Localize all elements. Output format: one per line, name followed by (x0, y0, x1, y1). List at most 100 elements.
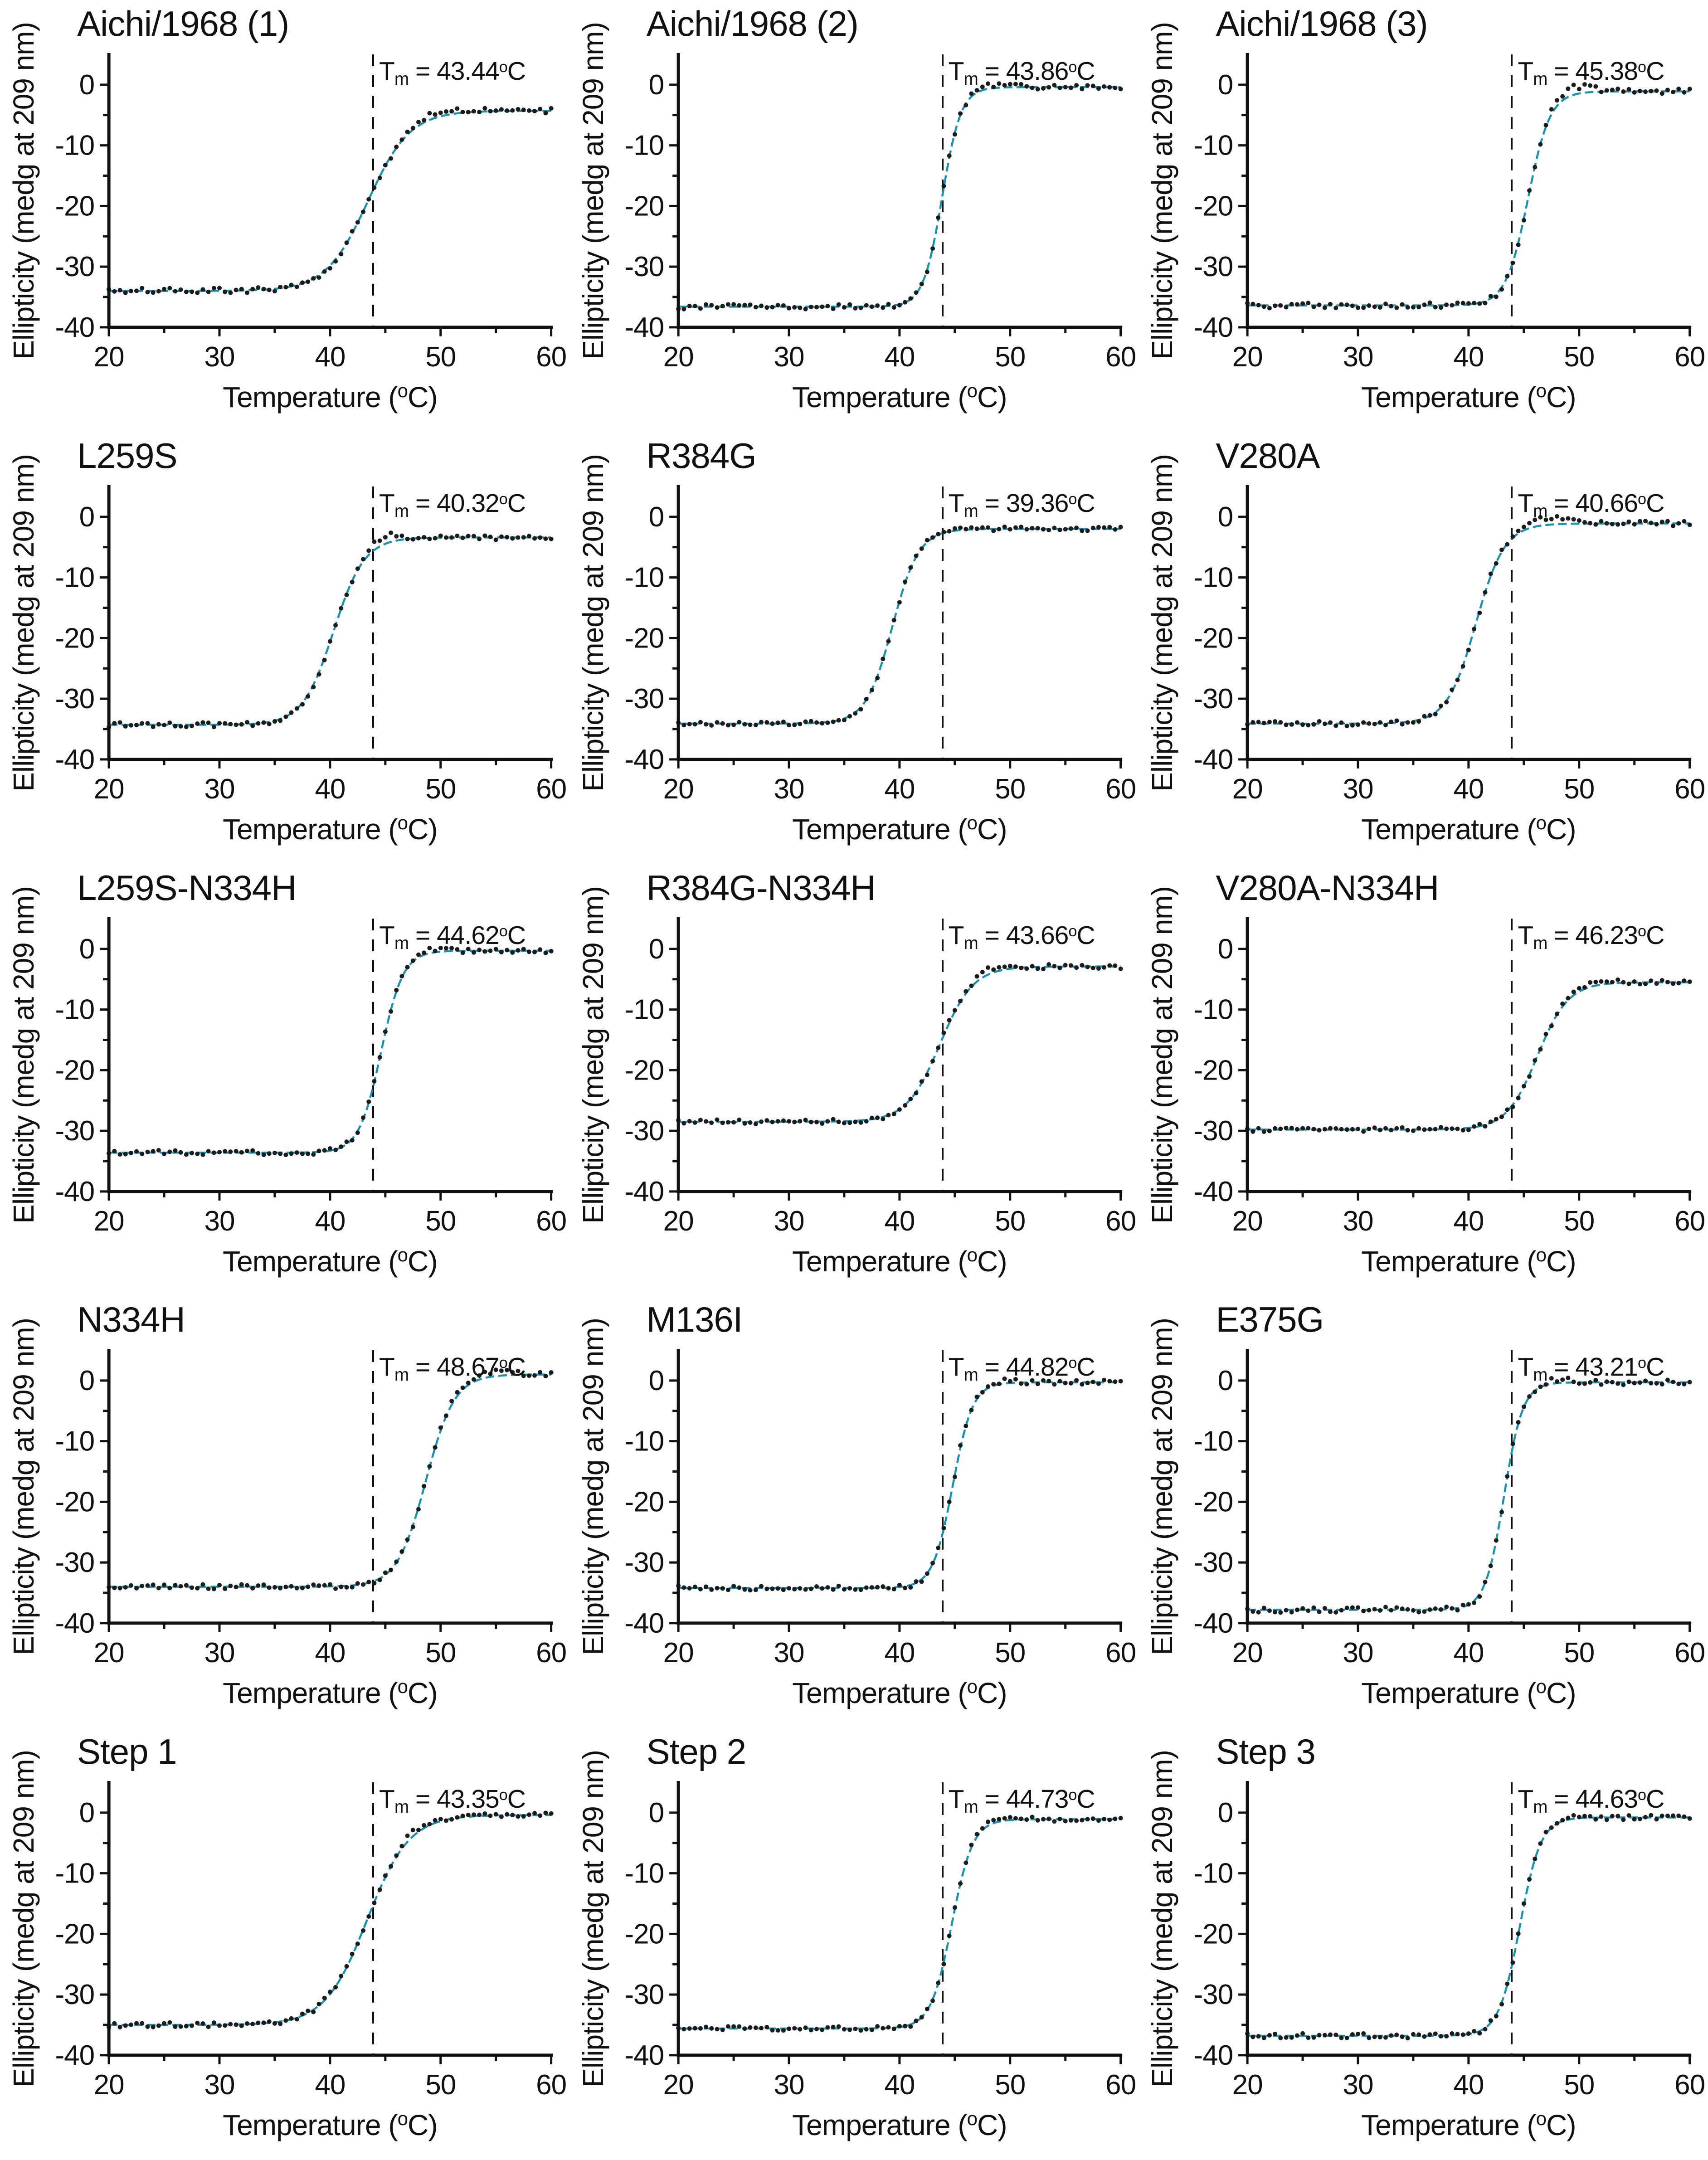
melting-curve-chart: 20 30 40 50 60 0 -10 -20 -30 -40 Temperature (oC) E… (7, 454, 567, 846)
svg-text:50: 50 (1564, 341, 1595, 373)
svg-text:60: 60 (536, 1205, 566, 1236)
svg-text:40: 40 (315, 1205, 345, 1236)
svg-text:-20: -20 (1194, 1055, 1233, 1086)
y-tick-labels: 0 -10 -20 -30 -40 (624, 69, 664, 343)
svg-text:30: 30 (1343, 1637, 1373, 1669)
svg-text:60: 60 (1674, 774, 1705, 805)
melting-curve-chart: 20 30 40 50 60 0 -10 -20 -30 -40 Temperature (oC) E… (1146, 886, 1706, 1278)
x-tick-labels: 20 30 40 50 60 (94, 774, 567, 805)
plot-panel: 20 30 40 50 60 0 -10 -20 -30 -40 Temperature (oC) E… (0, 0, 569, 432)
x-tick-labels: 20 30 40 50 60 (663, 774, 1136, 805)
svg-text:60: 60 (1105, 774, 1136, 805)
plot-panel: 20 30 40 50 60 0 -10 -20 -30 -40 Temperature (oC) E… (569, 1296, 1139, 1728)
svg-text:60: 60 (536, 774, 566, 805)
svg-text:0: 0 (79, 69, 94, 101)
svg-text:0: 0 (1218, 501, 1233, 533)
svg-text:Ellipticity (medg at 209 nm): Ellipticity (medg at 209 nm) (7, 886, 40, 1224)
melting-curve-chart: 20 30 40 50 60 0 -10 -20 -30 -40 Temperature (oC) E… (577, 1318, 1136, 1710)
plot-panel: 20 30 40 50 60 0 -10 -20 -30 -40 Temperature (oC) E… (1139, 0, 1708, 432)
svg-text:20: 20 (1232, 774, 1263, 805)
plot-title: V280A (1216, 435, 1320, 476)
svg-text:30: 30 (1343, 2069, 1373, 2101)
svg-text:Ellipticity (medg at 209 nm): Ellipticity (medg at 209 nm) (7, 454, 40, 792)
svg-text:50: 50 (995, 2069, 1025, 2101)
svg-text:-40: -40 (55, 744, 94, 775)
plot-title: R384G (646, 435, 757, 476)
svg-text:-10: -10 (624, 1426, 664, 1457)
x-tick-labels: 20 30 40 50 60 (94, 1637, 567, 1669)
tm-annotation: Tm = 48.67oC (379, 1352, 526, 1385)
svg-text:Ellipticity (medg at 209 nm): Ellipticity (medg at 209 nm) (577, 886, 609, 1224)
plot-title: N334H (77, 1299, 185, 1340)
svg-text:50: 50 (425, 1637, 456, 1669)
svg-text:40: 40 (315, 774, 345, 805)
svg-text:-10: -10 (1194, 562, 1233, 593)
tm-annotation: Tm = 43.86oC (948, 57, 1095, 89)
svg-text:50: 50 (995, 1205, 1025, 1236)
svg-text:60: 60 (536, 1637, 566, 1669)
y-tick-labels: 0 -10 -20 -30 -40 (624, 501, 664, 775)
data-points (1245, 1813, 1692, 2041)
svg-text:50: 50 (1564, 1205, 1595, 1236)
axes (1238, 485, 1692, 769)
x-tick-labels: 20 30 40 50 60 (1232, 1205, 1706, 1236)
tm-annotation: Tm = 43.21oC (1518, 1352, 1664, 1385)
axes (669, 53, 1122, 336)
melting-curve-chart: 20 30 40 50 60 0 -10 -20 -30 -40 Temperature (oC) E… (577, 22, 1136, 414)
svg-text:60: 60 (1674, 1205, 1705, 1236)
fit-curve (1247, 90, 1690, 306)
svg-text:0: 0 (648, 69, 663, 101)
y-axis-label: Ellipticity (medg at 209 nm) (1146, 886, 1178, 1224)
tm-annotation: Tm = 40.66oC (1518, 488, 1664, 521)
y-axis-label: Ellipticity (medg at 209 nm) (7, 1318, 40, 1656)
svg-text:-20: -20 (1194, 1919, 1233, 1950)
axes (669, 485, 1122, 769)
tm-annotation: Tm = 44.73oC (948, 1785, 1095, 1817)
fit-curve (678, 528, 1121, 725)
svg-text:-40: -40 (1194, 1608, 1233, 1639)
data-points (107, 530, 554, 730)
melting-curve-chart: 20 30 40 50 60 0 -10 -20 -30 -40 Temperature (oC) E… (1146, 1318, 1705, 1710)
svg-text:30: 30 (774, 2069, 804, 2101)
plot-panel: 20 30 40 50 60 0 -10 -20 -30 -40 Temperature (oC) E… (0, 1728, 569, 2160)
plot-panel: 20 30 40 50 60 0 -10 -20 -30 -40 Temperature (oC) E… (1139, 1728, 1708, 2160)
svg-text:20: 20 (663, 2069, 693, 2101)
y-tick-labels: 0 -10 -20 -30 -40 (1194, 501, 1234, 775)
y-axis-label: Ellipticity (medg at 209 nm) (577, 1750, 609, 2087)
plot-title: L259S (77, 435, 178, 476)
svg-text:50: 50 (425, 1205, 456, 1236)
svg-text:30: 30 (204, 2069, 235, 2101)
svg-text:0: 0 (1218, 1797, 1233, 1829)
axes (669, 1781, 1122, 2065)
svg-text:20: 20 (663, 1637, 693, 1669)
y-tick-labels: 0 -10 -20 -30 -40 (1194, 69, 1234, 343)
svg-text:20: 20 (94, 1637, 124, 1669)
svg-text:-10: -10 (624, 994, 664, 1025)
svg-text:50: 50 (1564, 774, 1595, 805)
data-points (107, 945, 554, 1157)
svg-text:-40: -40 (55, 1176, 94, 1207)
svg-text:Ellipticity (medg at 209 nm): Ellipticity (medg at 209 nm) (7, 1750, 40, 2087)
plot-panel: 20 30 40 50 60 0 -10 -20 -30 -40 Temperature (oC) E… (0, 864, 569, 1296)
y-axis-label: Ellipticity (medg at 209 nm) (1146, 1318, 1178, 1656)
plot-panel: 20 30 40 50 60 0 -10 -20 -30 -40 Temperature (oC) E… (569, 864, 1139, 1296)
svg-text:-10: -10 (55, 130, 94, 161)
x-axis-label: Temperature (oC) (792, 380, 1007, 414)
svg-text:60: 60 (1105, 1637, 1136, 1669)
data-points (1245, 977, 1692, 1134)
svg-text:-10: -10 (55, 994, 94, 1025)
axes (100, 485, 553, 769)
svg-text:50: 50 (995, 341, 1025, 373)
x-axis-label: Temperature (oC) (223, 1244, 437, 1277)
svg-text:-30: -30 (1194, 683, 1233, 715)
svg-text:60: 60 (536, 341, 566, 373)
svg-text:Ellipticity (medg at 209 nm): Ellipticity (medg at 209 nm) (577, 22, 609, 360)
svg-text:Ellipticity (medg at 209 nm): Ellipticity (medg at 209 nm) (1146, 1318, 1178, 1656)
x-axis-label: Temperature (oC) (223, 1676, 437, 1709)
y-axis-label: Ellipticity (medg at 209 nm) (1146, 1750, 1178, 2087)
data-points (676, 1377, 1123, 1593)
x-tick-labels: 20 30 40 50 60 (663, 341, 1136, 373)
svg-text:0: 0 (1218, 69, 1233, 101)
data-points (676, 1815, 1123, 2033)
y-tick-labels: 0 -10 -20 -30 -40 (55, 1797, 95, 2071)
